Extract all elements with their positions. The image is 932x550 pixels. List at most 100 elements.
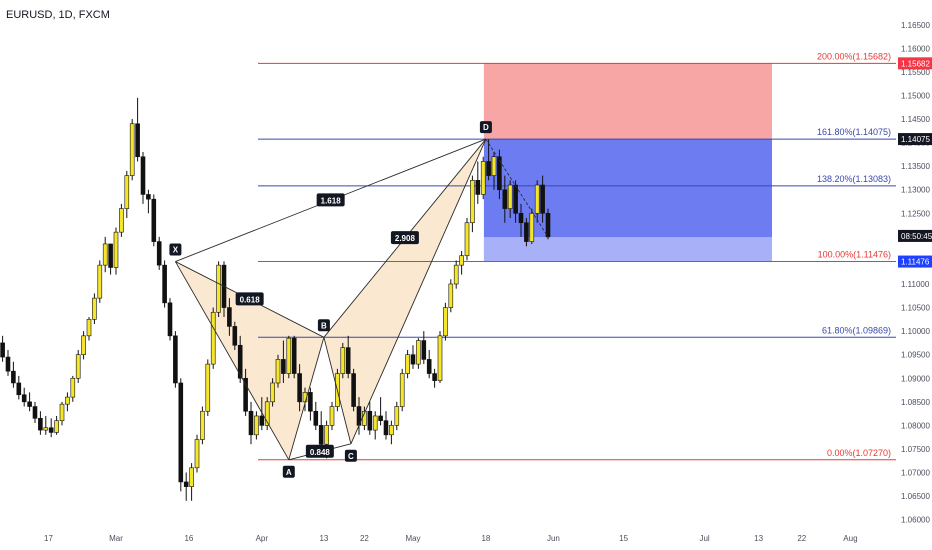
candle — [108, 243, 113, 275]
candle-body — [232, 326, 238, 346]
candle-body — [81, 335, 86, 355]
price-tag-label: 1.15682 — [901, 59, 930, 68]
time-axis-tick: 22 — [360, 534, 369, 543]
candle — [399, 368, 405, 412]
candle — [281, 340, 286, 383]
candle — [534, 180, 540, 223]
price-axis-tick: 1.10500 — [901, 304, 930, 313]
candle — [210, 307, 216, 369]
price-axis-tick: 1.15000 — [901, 91, 930, 100]
candle-body — [32, 406, 38, 419]
candle-body — [421, 340, 427, 360]
candle-body — [216, 264, 221, 313]
price-axis-tick: 1.07000 — [901, 469, 930, 478]
candle-body — [48, 427, 54, 433]
candle-body — [92, 297, 97, 320]
candle-body — [340, 347, 346, 374]
candle — [351, 368, 356, 412]
candle-body — [518, 213, 524, 224]
candle-body — [275, 359, 281, 384]
candle-body — [286, 337, 292, 374]
candle-body — [11, 370, 16, 384]
candle — [367, 401, 373, 435]
fib-label: 138.20%(1.13083) — [817, 174, 891, 184]
pattern-leg-xa — [175, 261, 290, 461]
time-axis-tick: Jul — [699, 534, 709, 543]
candle — [146, 189, 151, 214]
candle — [529, 208, 535, 244]
candle-body — [54, 420, 59, 433]
candle-body — [16, 382, 22, 396]
candle-body — [140, 156, 146, 195]
candle — [205, 359, 211, 416]
price-axis-tick: 1.13500 — [901, 162, 930, 171]
price-tag — [898, 255, 932, 268]
candle-body — [389, 425, 394, 436]
candle-body — [529, 213, 535, 242]
candle-body — [367, 410, 373, 431]
candle — [524, 218, 529, 247]
price-axis-tick: 1.11000 — [901, 280, 930, 289]
candle — [426, 349, 432, 379]
candle-body — [480, 161, 486, 195]
candle — [216, 261, 221, 317]
candle-body — [210, 311, 216, 365]
time-axis-tick: Apr — [256, 534, 269, 543]
candle — [113, 227, 119, 275]
candle — [254, 411, 259, 440]
candle — [43, 415, 49, 435]
candle-body — [372, 415, 378, 431]
candle-body — [464, 222, 470, 257]
time-axis-tick: 17 — [44, 534, 53, 543]
candle-body — [545, 213, 551, 238]
candle-body — [416, 340, 421, 365]
candle — [194, 434, 200, 473]
candle-body — [432, 373, 437, 381]
candle-body — [524, 222, 529, 242]
fib-label: 61.80%(1.09869) — [822, 325, 891, 335]
candle — [162, 260, 167, 308]
time-axis-tick: 22 — [797, 534, 806, 543]
candle — [443, 302, 448, 341]
price-axis-tick: 1.15500 — [901, 68, 930, 77]
candle — [248, 401, 254, 445]
candle-body — [297, 373, 302, 403]
candle — [38, 411, 43, 435]
candle — [518, 203, 524, 237]
candle-body — [151, 198, 157, 242]
fib-label: 0.00%(1.07270) — [827, 448, 891, 458]
candle-body — [194, 439, 200, 469]
price-axis-tick: 1.06500 — [901, 492, 930, 501]
ratio-label: 2.908 — [395, 234, 416, 243]
candle-body — [443, 307, 448, 337]
candle-body — [183, 481, 189, 487]
candle-body — [102, 243, 108, 266]
price-axis-tick: 1.10000 — [901, 327, 930, 336]
candle — [119, 203, 124, 237]
candle-body — [270, 382, 275, 403]
candle-body — [264, 401, 270, 426]
price-axis-tick: 1.12500 — [901, 209, 930, 218]
candle-body — [259, 415, 265, 426]
candle — [464, 218, 470, 261]
candle — [70, 375, 76, 402]
pattern-leg-bc — [323, 337, 352, 444]
candle-body — [162, 264, 167, 304]
candle — [475, 161, 481, 204]
candle-body — [318, 425, 324, 445]
pattern-point-badge — [282, 465, 295, 478]
candle-body — [135, 123, 140, 158]
candle-body — [486, 161, 491, 176]
candle-body — [227, 307, 232, 327]
candle-body — [329, 406, 335, 426]
candle — [48, 418, 54, 438]
candle-body — [178, 382, 184, 483]
candle-body — [410, 354, 416, 365]
candle — [156, 236, 162, 270]
candle — [86, 316, 92, 341]
candle — [308, 387, 313, 421]
candle-body — [453, 264, 459, 285]
ratio-badge — [235, 292, 264, 306]
pattern-point-label: B — [321, 321, 327, 330]
